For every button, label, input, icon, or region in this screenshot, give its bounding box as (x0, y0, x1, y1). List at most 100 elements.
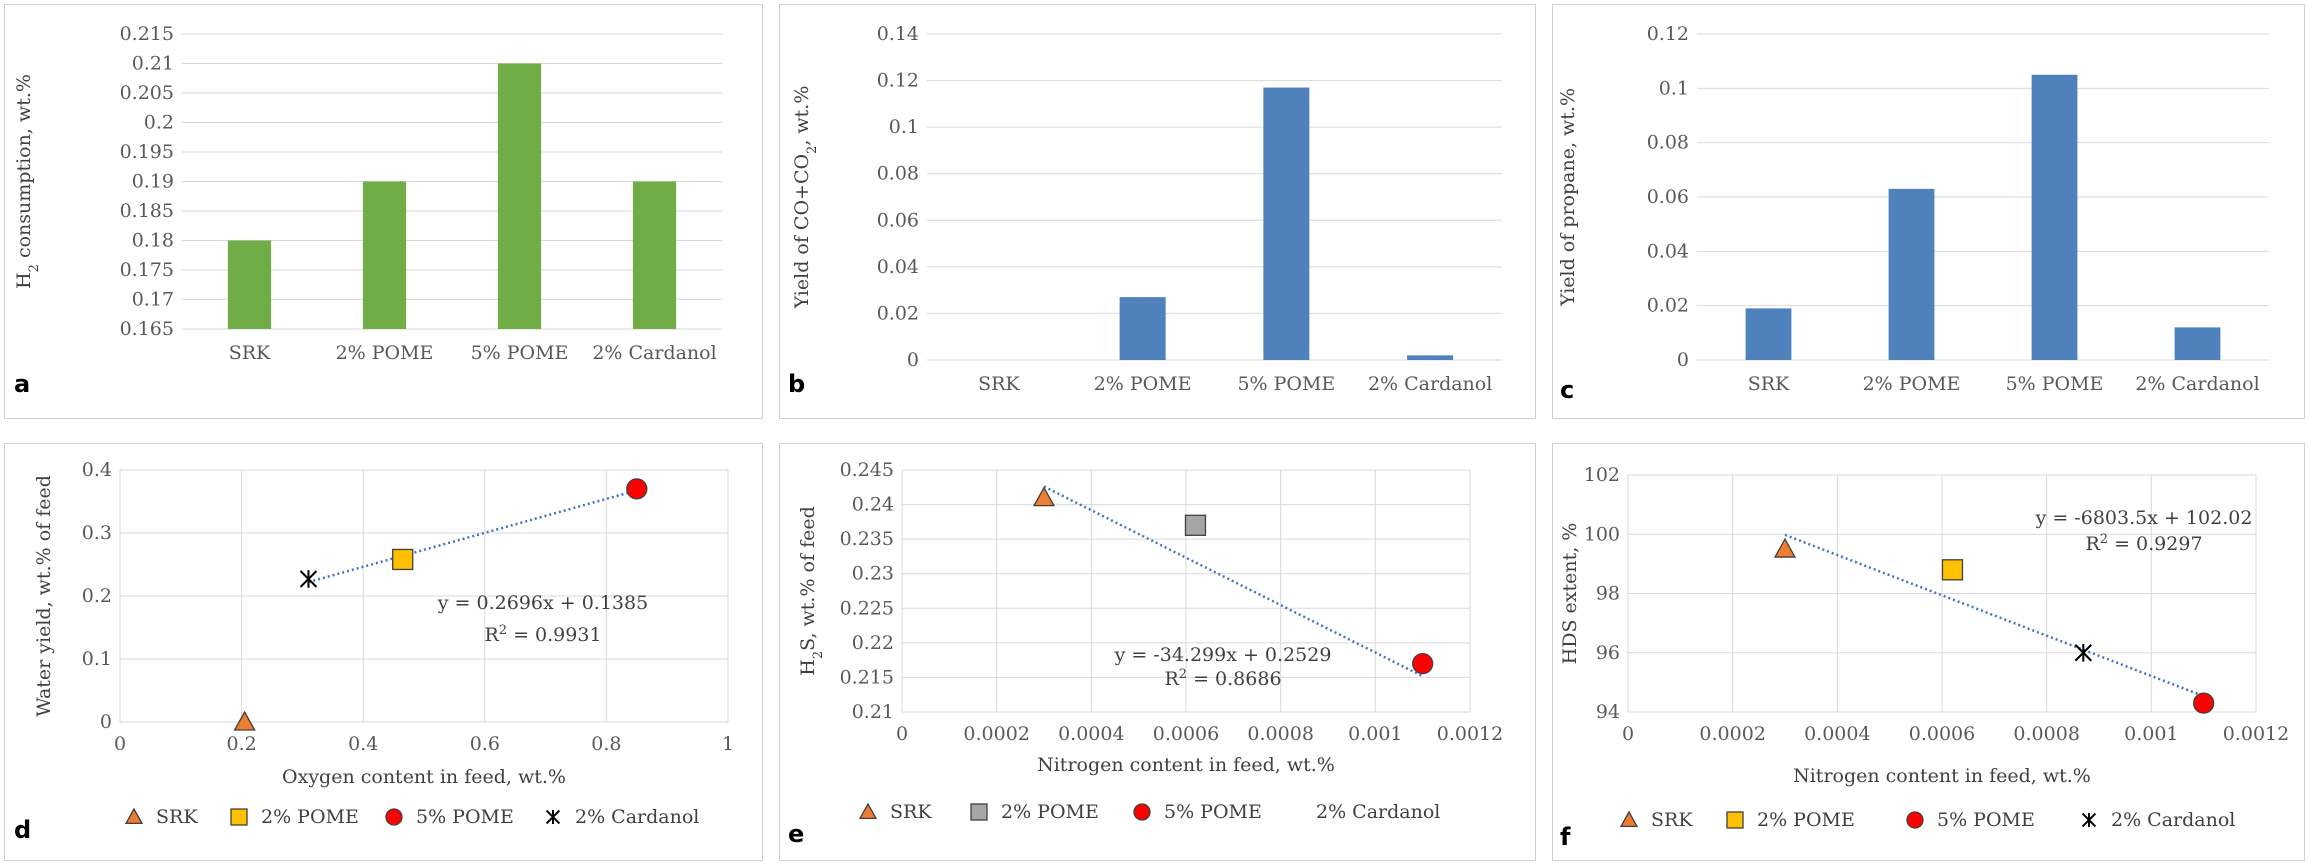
y-axis-title: Water yield, wt.% of feed (33, 475, 55, 717)
chart-panel-e (779, 443, 1536, 861)
y-axis-title: H2S, wt.% of feed (797, 506, 826, 676)
y-axis-title: Yield of CO+CO2, wt.% (791, 86, 820, 310)
x-tick-label: 0 (896, 723, 908, 745)
legend-marker-square (970, 803, 988, 821)
x-tick-label: 0.8 (591, 733, 621, 755)
bar (1263, 87, 1310, 361)
y-tick-label: 0.215 (120, 23, 174, 45)
x-tick-label: SRK (229, 342, 271, 364)
x-tick-label: 0.0006 (1153, 723, 1219, 745)
y-tick-label: 0.08 (877, 163, 919, 185)
data-point-square (1941, 559, 1964, 581)
bar (362, 181, 407, 329)
bar (1407, 355, 1454, 360)
x-tick-label: 2% POME (1863, 373, 1961, 395)
y-tick-label: 0.23 (852, 563, 894, 585)
y-tick-label: 0.04 (1647, 240, 1689, 262)
legend-label: SRK (890, 801, 932, 823)
chart-b: 0 0.02 0.04 0.06 0.08 0.1 0.12 0.14 SRK 2% POME 5%… (788, 23, 1502, 398)
y-tick-label: 0.06 (877, 209, 919, 231)
x-axis-title: Nitrogen content in feed, wt.% (1793, 765, 2091, 787)
y-tick-label: 0.02 (1647, 295, 1689, 317)
y-tick-label: 0.1 (1659, 77, 1689, 99)
y-tick-label: 0.24 (852, 494, 894, 516)
x-tick-label: 2% POME (336, 342, 434, 364)
x-axis-title: Nitrogen content in feed, wt.% (1037, 754, 1335, 776)
bar (2174, 327, 2221, 360)
panel-letter: a (14, 370, 30, 398)
y-tick-label: 0.19 (132, 171, 174, 193)
y-tick-label: 0.175 (120, 259, 174, 281)
legend-label: SRK (1651, 809, 1693, 831)
y-tick-label: 0.02 (877, 302, 919, 324)
legend-marker-triangle (1619, 810, 1639, 828)
x-tick-label: 0.001 (2124, 723, 2178, 745)
r-squared-label: R2 = 0.9297 (2085, 532, 2202, 556)
y-tick-label: 0.22 (852, 632, 894, 654)
trendline (1784, 533, 2205, 698)
legend-label: 2% Cardanol (2111, 809, 2235, 831)
r-squared-label: R2 = 0.8686 (1164, 667, 1281, 691)
legend-label: 2% POME (261, 806, 359, 828)
data-point-circle (2193, 692, 2215, 714)
data-point-triangle (1773, 537, 1797, 558)
chart-f: 94 96 98 100 102 0 0.0002 0.0004 0.0006 0.0008 0.0… (1559, 464, 2289, 851)
panel-letter: b (788, 370, 805, 398)
legend-label: 5% POME (1164, 801, 1262, 823)
x-tick-label: SRK (978, 373, 1020, 395)
legend-marker-circle (385, 808, 403, 826)
y-axis-title: H2 consumption, wt.% (13, 74, 42, 289)
legend-label: 2% Cardanol (1316, 801, 1440, 823)
data-point-square (392, 548, 414, 571)
bar (632, 181, 677, 329)
y-tick-label: 0.21 (132, 53, 174, 75)
x-tick-label: 0.4 (348, 733, 378, 755)
y-tick-label: 0.1 (82, 648, 112, 670)
y-tick-label: 0.2 (82, 585, 112, 607)
x-tick-label: 0.0002 (963, 723, 1029, 745)
chart-d: 0 0.1 0.2 0.3 0.4 0 0.2 0.4 0.6 0.8 1 y = 0.2696x +… (14, 459, 734, 844)
x-tick-label: SRK (1748, 373, 1790, 395)
trendline-equation: y = -34.299x + 0.2529 (1114, 644, 1332, 666)
y-tick-label: 96 (1596, 642, 1620, 664)
x-axis-title: Oxygen content in feed, wt.% (282, 766, 566, 788)
y-tick-label: 0.18 (132, 230, 174, 252)
legend-label: 2% Cardanol (575, 806, 699, 828)
y-tick-label: 0.06 (1647, 186, 1689, 208)
data-point-circle (626, 478, 648, 500)
y-tick-label: 0.21 (852, 701, 894, 723)
chart-panel-d (4, 443, 763, 861)
legend-marker-square (1726, 811, 1744, 829)
x-tick-label: 0.6 (470, 733, 500, 755)
x-tick-label: 0.0008 (2013, 723, 2079, 745)
x-tick-label: 0.2 (226, 733, 256, 755)
legend-marker-circle (1133, 803, 1151, 821)
x-tick-label: 0.0012 (2223, 723, 2289, 745)
y-tick-label: 100 (1584, 523, 1620, 545)
y-tick-label: 94 (1596, 701, 1620, 723)
y-tick-label: 0.215 (840, 666, 894, 688)
y-tick-label: 0.17 (132, 289, 174, 311)
r-squared-label: R2 = 0.9931 (484, 623, 601, 647)
y-tick-label: 0.235 (840, 528, 894, 550)
bar (1745, 308, 1792, 360)
legend-label: 5% POME (416, 806, 514, 828)
legend-marker-circle (1906, 811, 1924, 829)
legend-label: SRK (156, 806, 198, 828)
x-tick-label: 0 (114, 733, 126, 755)
y-tick-label: 0 (100, 711, 112, 733)
bar (1119, 297, 1166, 360)
chart-a: 0.165 0.17 0.175 0.18 0.185 0.19 0.195 0.2 0.205… (13, 23, 722, 398)
y-tick-label: 0.12 (877, 70, 919, 92)
y-tick-label: 0.195 (120, 141, 174, 163)
x-tick-label: 0.0004 (1058, 723, 1124, 745)
data-point-square (1184, 514, 1207, 536)
x-tick-label: 5% POME (2006, 373, 2104, 395)
x-tick-label: 0.0004 (1804, 723, 1870, 745)
legend-marker-square (230, 808, 248, 826)
y-tick-label: 0.2 (144, 112, 174, 134)
x-tick-label: 0.0002 (1699, 723, 1765, 745)
y-tick-label: 102 (1584, 464, 1620, 486)
panel-letter: e (788, 820, 804, 848)
trendline-equation: y = -6803.5x + 102.02 (2035, 507, 2253, 529)
